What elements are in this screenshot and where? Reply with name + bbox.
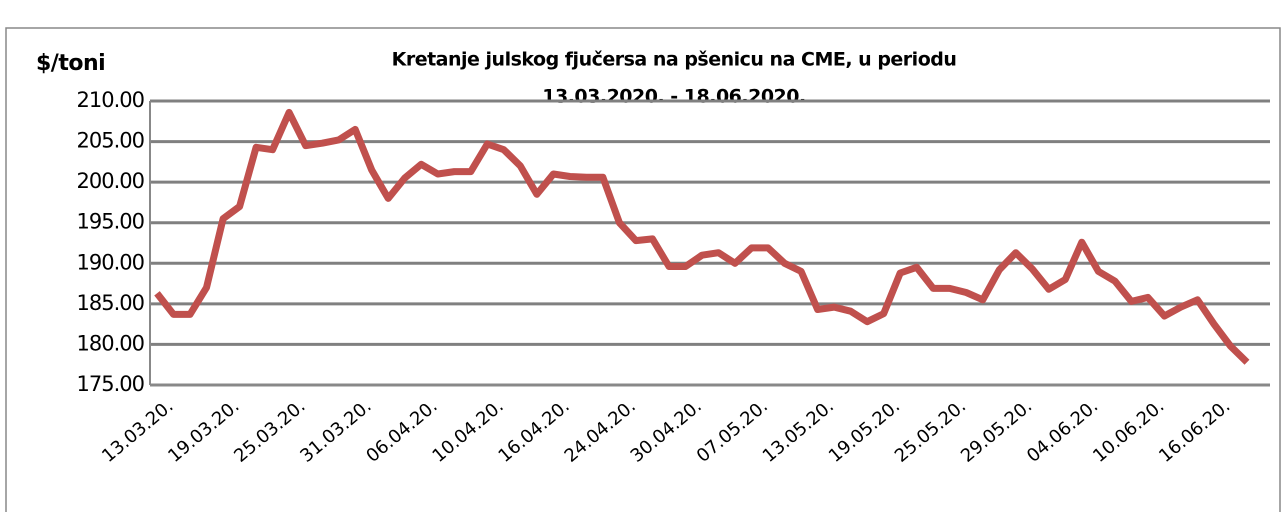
chart-title: 13.03.2020. - 18.06.2020. (542, 86, 805, 108)
y-tick-label: 190.00 (77, 250, 144, 274)
y-tick-label: 175.00 (77, 372, 144, 396)
chart-title: Kretanje julskog fjučersa na pšenicu na … (392, 49, 957, 71)
y-axis-label: $/toni (36, 51, 105, 76)
y-tick-label: 195.00 (77, 210, 144, 234)
line-series (154, 108, 1250, 365)
y-tick-label: 200.00 (77, 169, 144, 193)
y-tick-label: 185.00 (77, 291, 144, 315)
y-tick-label: 210.00 (77, 88, 144, 112)
y-tick-label: 205.00 (77, 129, 144, 153)
y-tick-label: 180.00 (77, 331, 144, 355)
